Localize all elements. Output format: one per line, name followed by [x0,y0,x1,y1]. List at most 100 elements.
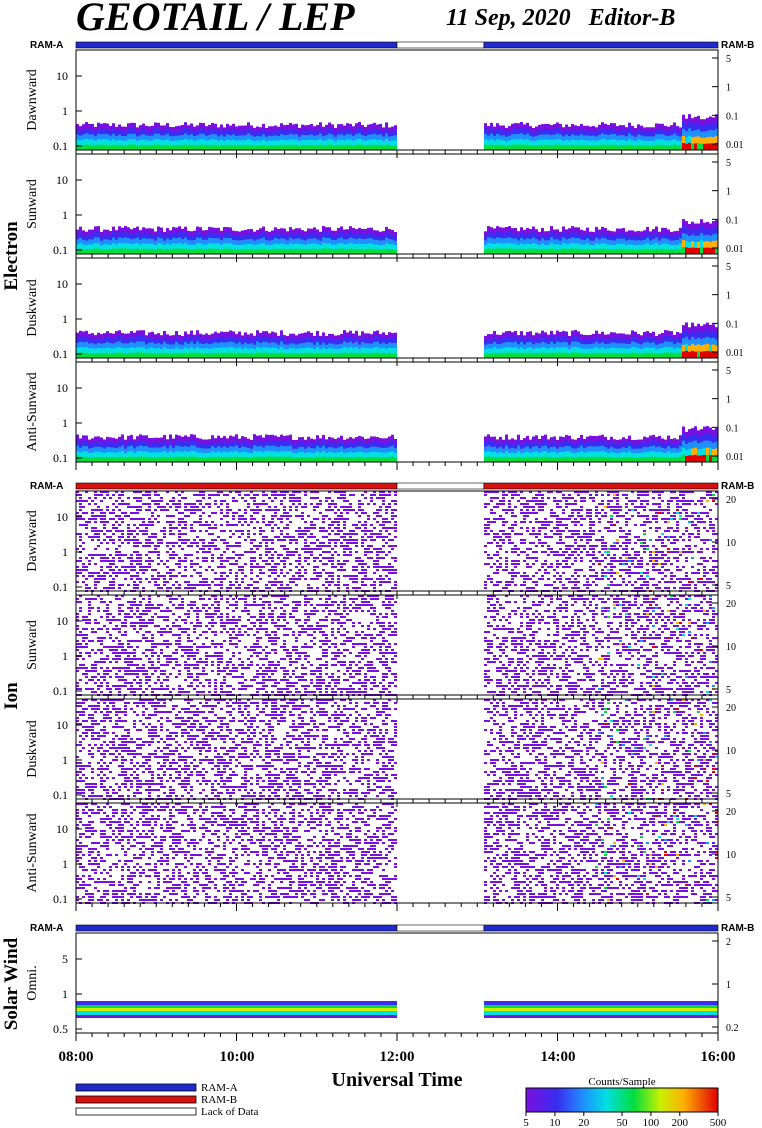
heatmap-cell [649,451,652,458]
heatmap-cell [547,439,550,445]
heatmap-cell [694,447,697,456]
heatmap-cell [274,347,277,354]
heatmap-cell [79,130,82,137]
heatmap-cell [181,491,184,493]
heatmap-cell [193,249,196,255]
heatmap-cell [130,352,133,359]
heatmap-cell [148,506,151,508]
heatmap-cell [88,353,91,359]
heatmap-cell [190,587,193,589]
heatmap-cell [238,554,241,556]
heatmap-cell [277,527,280,529]
heatmap-cell [121,494,124,496]
heatmap-cell [193,230,196,236]
heatmap-cell [685,234,688,242]
heatmap-cell [280,346,283,353]
heatmap-cell [151,145,154,151]
heatmap-cell [643,244,646,250]
heatmap-cell [139,563,142,565]
heatmap-cell [643,249,646,255]
heatmap-cell [562,145,565,151]
heatmap-cell [175,248,178,255]
heatmap-cell [151,536,154,538]
heatmap-cell [286,139,289,146]
heatmap-cell [97,509,100,511]
heatmap-cell [193,542,196,544]
heatmap-cell [184,127,187,134]
y-tick-label-right: 0.1 [726,111,739,122]
heatmap-cell [343,234,346,240]
heatmap-cell [520,122,523,129]
heatmap-cell [193,339,196,345]
heatmap-cell [541,248,544,255]
heatmap-cell [574,330,577,337]
heatmap-cell [154,503,157,505]
heatmap-cell [661,243,664,250]
heatmap-cell [157,128,160,135]
heatmap-cell [685,350,688,359]
heatmap-cell [307,139,310,146]
heatmap-cell [580,434,583,441]
heatmap-cell [649,435,652,442]
heatmap-cell [628,244,631,250]
heatmap-cell [556,144,559,151]
heatmap-cell [292,124,295,130]
heatmap-cell [616,439,619,445]
heatmap-cell [94,515,97,517]
heatmap-cell [553,139,556,146]
heatmap-cell [142,128,145,135]
heatmap-cell [343,130,346,136]
heatmap-cell [97,494,100,496]
heatmap-cell [118,497,121,499]
heatmap-cell [556,244,559,250]
heatmap-cell [550,125,553,131]
heatmap-cell [313,353,316,359]
heatmap-cell [250,338,253,344]
heatmap-cell [580,338,583,345]
heatmap-cell [265,240,268,246]
heatmap-cell [187,235,190,241]
heatmap-cell [595,226,598,233]
heatmap-cell [94,436,97,443]
heatmap-cell [493,131,496,137]
heatmap-cell [154,447,157,453]
heatmap-cell [223,248,226,255]
heatmap-cell [586,140,589,146]
heatmap-cell [319,353,322,359]
heatmap-cell [103,557,106,559]
heatmap-cell [217,494,220,496]
heatmap-cell [157,232,160,239]
heatmap-cell [637,249,640,255]
heatmap-cell [526,139,529,146]
heatmap-cell [274,352,277,359]
heatmap-cell [133,518,136,520]
y-tick-label-right: 1 [726,291,731,302]
heatmap-cell [190,566,193,568]
heatmap-cell [622,348,625,354]
date-editor: 11 Sep, 2020 Editor-B [446,5,675,31]
heatmap-cell [79,452,82,458]
heatmap-cell [148,494,151,496]
heatmap-cell [376,230,379,236]
heatmap-cell [370,139,373,146]
heatmap-cell [181,349,184,355]
heatmap-cell [175,243,178,250]
heatmap-cell [523,139,526,146]
heatmap-cell [148,491,151,493]
heatmap-cell [298,132,301,138]
heatmap-cell [220,352,223,359]
heatmap-cell [127,144,130,151]
heatmap-cell [661,233,664,239]
heatmap-cell [178,344,181,350]
heatmap-cell [76,342,79,349]
heatmap-cell [250,578,253,580]
heatmap-cell [562,231,565,238]
heatmap-cell [709,427,712,435]
heatmap-cell [328,128,331,135]
heatmap-cell [244,249,247,255]
heatmap-cell [310,233,313,240]
heatmap-cell [613,139,616,146]
heatmap-cell [568,136,571,142]
heatmap-cell [283,456,286,463]
heatmap-cell [694,247,697,255]
